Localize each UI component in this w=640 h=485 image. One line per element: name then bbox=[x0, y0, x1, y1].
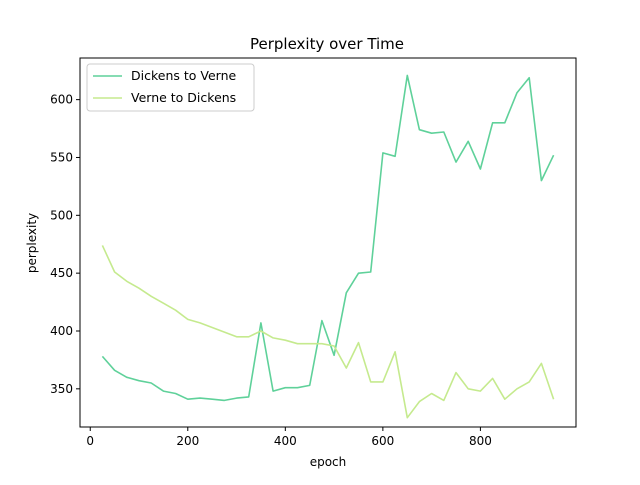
plot-frame bbox=[79, 57, 577, 428]
legend-label-dickens-to-verne: Dickens to Verne bbox=[131, 68, 236, 83]
y-tick-label: 450 bbox=[50, 266, 73, 280]
x-axis: 0 200 400 600 800 bbox=[86, 427, 492, 448]
x-tick-label: 400 bbox=[274, 434, 297, 448]
y-tick-label: 400 bbox=[50, 324, 73, 338]
x-tick-label: 800 bbox=[469, 434, 492, 448]
y-axis-label: perplexity bbox=[25, 213, 39, 273]
series-lines bbox=[101, 74, 555, 419]
legend-label-verne-to-dickens: Verne to Dickens bbox=[131, 90, 236, 105]
legend: Dickens to Verne Verne to Dickens bbox=[86, 63, 255, 112]
y-tick-label: 550 bbox=[50, 150, 73, 164]
x-tick-label: 200 bbox=[176, 434, 199, 448]
series-line-verne-to-dickens bbox=[101, 245, 555, 419]
series-line-dickens-to-verne bbox=[101, 74, 555, 402]
chart-title: Perplexity over Time bbox=[250, 35, 404, 53]
y-tick-label: 350 bbox=[50, 382, 73, 396]
plot-area: 0 200 400 600 800 350 400 450 500 550 600 bbox=[50, 57, 577, 448]
y-axis: 350 400 450 500 550 600 bbox=[50, 93, 80, 396]
x-tick-label: 600 bbox=[371, 434, 394, 448]
y-tick-label: 500 bbox=[50, 208, 73, 222]
legend-box bbox=[86, 63, 255, 112]
x-tick-label: 0 bbox=[86, 434, 94, 448]
y-tick-label: 600 bbox=[50, 93, 73, 107]
x-axis-label: epoch bbox=[310, 455, 347, 469]
